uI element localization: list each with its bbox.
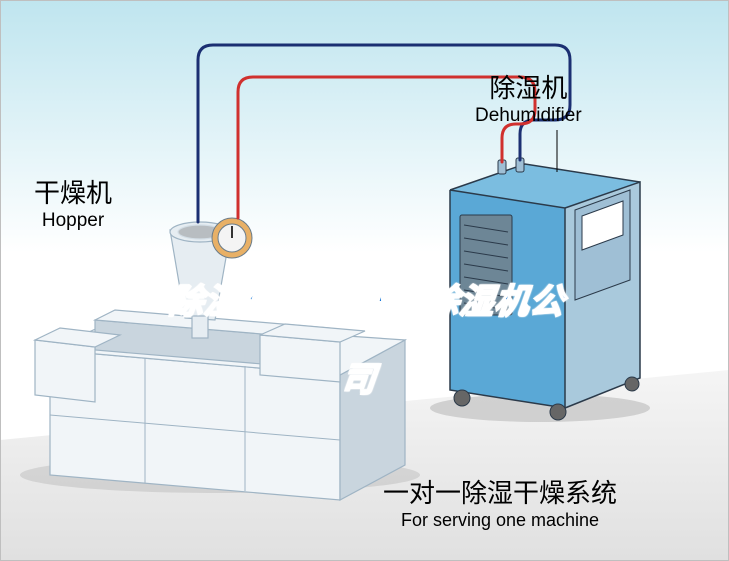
system-title-cn: 一对一除湿干燥系统 — [383, 473, 617, 510]
diagram-canvas: 除湿机 Dehumidifier 干燥机 Hopper 一对一除湿干燥系统 Fo… — [0, 0, 729, 561]
dehumidifier-label-en: Dehumidifier — [475, 105, 582, 127]
overlay-title-line2: 司 — [339, 361, 378, 399]
overlay-title: 除湿机销售 泳池除湿机公 司 — [6, 244, 722, 400]
system-title-label: 一对一除湿干燥系统 For serving one machine — [383, 473, 617, 531]
system-title-en: For serving one machine — [383, 510, 617, 531]
hopper-label-en: Hopper — [34, 210, 112, 232]
dehumidifier-label-cn: 除湿机 — [475, 68, 582, 105]
dehumidifier-label: 除湿机 Dehumidifier — [475, 68, 582, 127]
hopper-label-cn: 干燥机 — [34, 173, 112, 210]
overlay-title-line1: 除湿机销售 泳池除湿机公 — [167, 283, 566, 321]
hopper-label: 干燥机 Hopper — [34, 173, 112, 232]
